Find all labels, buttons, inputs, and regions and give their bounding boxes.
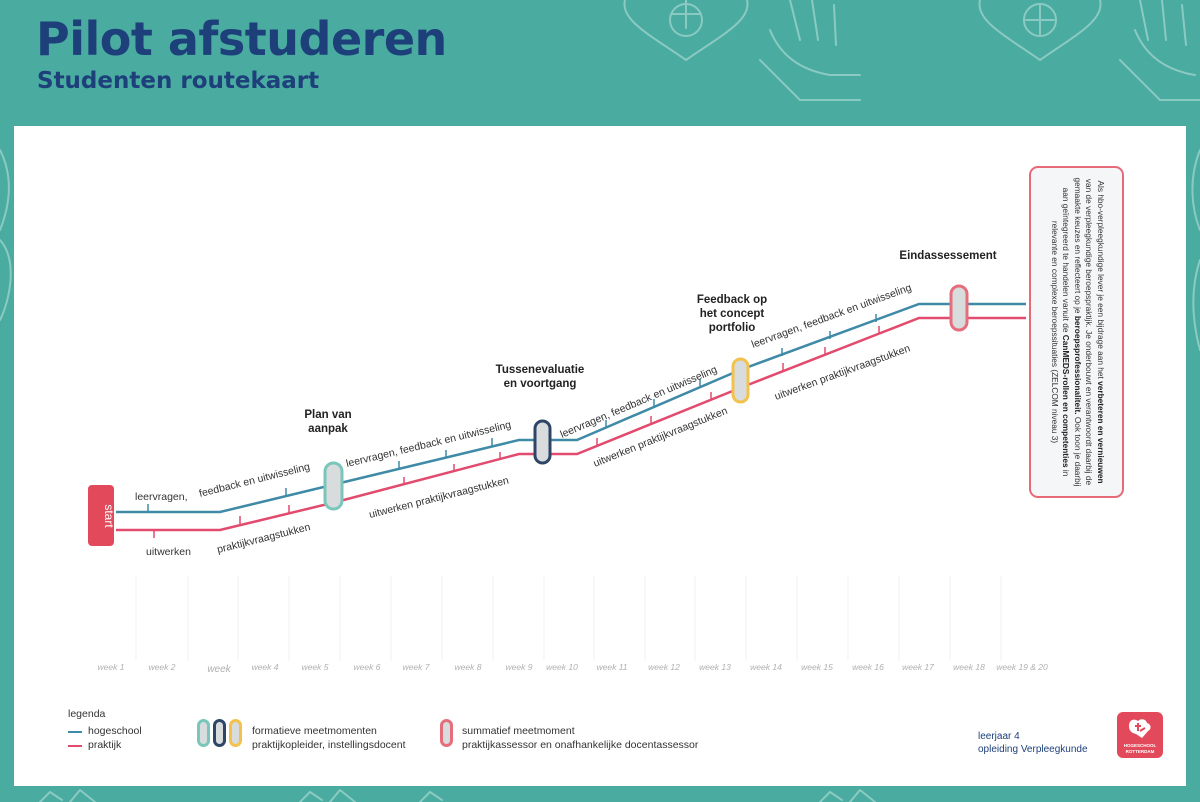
- formative-yellow-swatch: [229, 719, 242, 747]
- week-label: week 7: [403, 662, 430, 672]
- week-label: week 18: [953, 662, 985, 672]
- week-label: week 12: [648, 662, 680, 672]
- info-text-bold: verbeteren en vernieuwen: [1095, 381, 1106, 484]
- milestone-tussenevaluatie: Tussenevaluatie en voortgang: [496, 364, 585, 465]
- week-label: week 8: [455, 662, 482, 672]
- hogeschool-ticks: [147, 314, 877, 512]
- legend-label: praktijkassessor en onafhankelijke docen…: [462, 739, 699, 751]
- logo-line: ROTTERDAM: [1125, 748, 1155, 754]
- start-marker: start: [88, 485, 116, 546]
- milestone-plan: Plan van aanpak: [304, 409, 352, 511]
- legend-summative: summatief meetmoment praktijkassessor en…: [462, 724, 698, 752]
- milestone-label: Eindassessement: [899, 250, 996, 262]
- hand-icon: [39, 789, 96, 802]
- page-title: Pilot afstuderen: [36, 12, 447, 66]
- hogeschool-swatch: [68, 731, 82, 733]
- logo-mark-icon: [1129, 719, 1151, 738]
- course-info: leerjaar 4 opleiding Verpleegkunde: [978, 730, 1088, 756]
- course-year: leerjaar 4: [978, 731, 1020, 742]
- legend: legenda hogeschool praktijk formatieve m…: [68, 704, 1168, 780]
- legend-title: legenda: [68, 708, 106, 720]
- praktijk-ticks: [153, 326, 880, 538]
- legend-label: formatieve meetmomenten: [252, 725, 377, 737]
- hand-icon: [1119, 0, 1200, 101]
- milestone-label: portfolio: [709, 322, 756, 334]
- week-label: week 1: [98, 662, 125, 672]
- week-label: week 9: [506, 662, 533, 672]
- hand-icon: [819, 789, 876, 802]
- milestone-label: Plan van: [304, 409, 351, 421]
- course-name: opleiding Verpleegkunde: [978, 744, 1088, 755]
- milestone-label: aanpak: [308, 423, 348, 435]
- heart-icon: [623, 0, 749, 61]
- week-label: week 15: [801, 662, 833, 672]
- week-gridlines: [135, 576, 1002, 661]
- hand-icon: [299, 789, 356, 802]
- week-label: week 6: [354, 662, 381, 672]
- info-text-bold: CanMEDS-rollen en competenties: [1060, 334, 1071, 468]
- milestone-feedback: Feedback op het concept portfolio: [697, 294, 767, 404]
- week-label: week 19 & 20: [996, 662, 1048, 672]
- route-map-panel: start leervragen, feedback en uitwisseli…: [14, 126, 1186, 786]
- hand-icon: [759, 0, 861, 101]
- week-label: week: [207, 664, 231, 675]
- milestone-label: Feedback op: [697, 294, 767, 306]
- heart-icon: [978, 0, 1102, 61]
- legend-formative: formatieve meetmomenten praktijkopleider…: [252, 724, 406, 752]
- competence-info-text: Als hbo-verpleegkundige lever je een bij…: [1048, 177, 1106, 487]
- hand-icon: [419, 791, 443, 802]
- milestone-label: en voortgang: [504, 378, 577, 390]
- logo-text: HOGESCHOOL ROTTERDAM: [1117, 743, 1163, 754]
- milestone-eindassessement: Eindassessement: [899, 250, 997, 332]
- legend-label: praktijk: [88, 739, 122, 751]
- route-map: start leervragen, feedback en uitwisseli…: [88, 250, 1048, 675]
- formative-teal-swatch: [197, 719, 210, 747]
- legend-label: summatief meetmoment: [462, 725, 575, 737]
- logo-line: HOGESCHOOL: [1123, 743, 1157, 748]
- week-axis: week 1 week 2 week week 4 week 5 week 6 …: [98, 662, 1048, 675]
- week-label: week 11: [596, 662, 627, 672]
- week-label: week 5: [302, 662, 329, 672]
- hand-icon: [0, 149, 12, 321]
- week-label: week 16: [852, 662, 884, 672]
- info-text-bold: beroepsprofessionaliteit.: [1072, 315, 1083, 415]
- milestone-label: Tussenevaluatie: [496, 364, 585, 376]
- info-text: Als hbo-verpleegkundige lever je een bij…: [1095, 180, 1106, 379]
- hogeschool-logo: HOGESCHOOL ROTTERDAM: [1117, 712, 1163, 758]
- week-label: week 14: [750, 662, 782, 672]
- week-label: week 17: [902, 662, 934, 672]
- page-subtitle: Studenten routekaart: [37, 68, 320, 94]
- summative-swatch: [440, 719, 453, 747]
- formative-navy-swatch: [213, 719, 226, 747]
- milestone-label: het concept: [700, 308, 765, 320]
- week-label: week 2: [149, 662, 176, 672]
- route-label: uitwerken: [146, 546, 191, 558]
- start-label: start: [102, 504, 116, 528]
- week-label: week 4: [252, 662, 279, 672]
- week-label: week 13: [699, 662, 731, 672]
- route-label: leervragen,: [135, 491, 188, 503]
- legend-label: hogeschool: [88, 725, 142, 737]
- legend-label: praktijkopleider, instellingsdocent: [252, 739, 406, 751]
- praktijk-swatch: [68, 745, 82, 747]
- route-label: uitwerken praktijkvraagstukken: [368, 474, 510, 520]
- competence-info-card: Als hbo-verpleegkundige lever je een bij…: [1029, 166, 1124, 498]
- week-label: week 10: [546, 662, 578, 672]
- hand-icon: [1191, 149, 1200, 351]
